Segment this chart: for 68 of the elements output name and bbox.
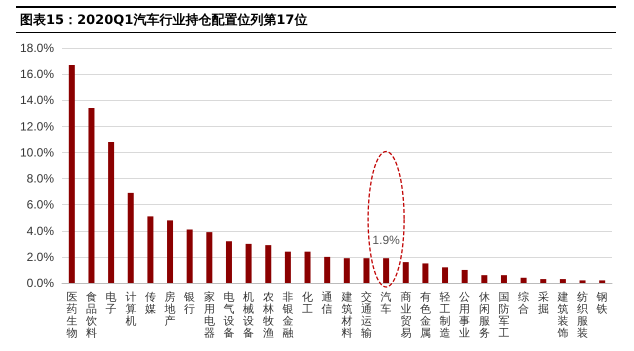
bar	[108, 142, 114, 283]
x-tick-label: 农林牧渔	[262, 290, 274, 340]
y-tick-label: 2.0%	[26, 250, 54, 264]
x-tick-label: 银行	[183, 290, 196, 316]
y-tick-label: 10.0%	[20, 145, 54, 160]
bar	[147, 216, 154, 283]
bar	[344, 258, 350, 283]
bar	[383, 258, 390, 283]
y-tick-label: 6.0%	[26, 198, 54, 212]
x-tick-label: 非银金融	[281, 290, 294, 340]
bar	[599, 280, 606, 283]
bar	[560, 279, 566, 283]
x-tick-label: 公用事业	[459, 290, 470, 340]
x-tick-label: 计算机	[125, 290, 136, 328]
x-tick-label: 休闲服务	[478, 290, 490, 340]
data-label: 1.9%	[372, 233, 400, 248]
bar	[520, 278, 527, 283]
x-tick-label: 钢铁	[596, 290, 608, 316]
bar	[462, 270, 468, 283]
x-tick-label: 机械设备	[243, 290, 254, 340]
bar	[265, 245, 272, 283]
bar	[324, 256, 330, 283]
y-tick-label: 18.0%	[20, 41, 54, 55]
x-tick-label: 纺织服装	[577, 290, 588, 340]
x-tick-label: 轻工制造	[440, 290, 451, 340]
bar	[422, 263, 428, 283]
x-tick-label: 食品饮料	[84, 290, 97, 340]
x-tick-label: 传媒	[144, 290, 156, 316]
y-tick-label: 12.0%	[20, 119, 54, 134]
bar	[500, 275, 507, 283]
bar	[304, 252, 311, 283]
x-tick-label: 建筑装饰	[556, 290, 568, 340]
bar	[442, 267, 448, 283]
bar	[167, 220, 174, 283]
chart-title: 图表15：2020Q1汽车行业持仓配置位列第17位	[16, 6, 616, 33]
y-tick-label: 0.0%	[26, 276, 54, 290]
y-tick-label: 4.0%	[26, 224, 54, 238]
x-tick-label: 医药生物	[66, 290, 78, 340]
bar	[128, 192, 134, 283]
bar	[226, 241, 232, 283]
x-tick-label: 通信	[322, 290, 333, 316]
y-tick-label: 8.0%	[26, 172, 54, 186]
bar	[363, 258, 370, 283]
x-tick-label: 有色金属	[420, 290, 431, 340]
bar	[246, 244, 252, 283]
x-tick-label: 交通运输	[360, 290, 372, 340]
x-tick-label: 家用电器	[204, 290, 215, 340]
bar	[186, 229, 193, 283]
bar	[68, 64, 75, 283]
y-tick-label: 14.0%	[20, 93, 54, 108]
bar	[88, 108, 94, 283]
x-tick-label: 建筑材料	[340, 290, 352, 340]
bar	[206, 232, 212, 283]
x-tick-label: 电子	[106, 290, 117, 316]
bar	[402, 262, 409, 283]
x-tick-label: 商业贸易	[400, 290, 412, 340]
x-tick-label: 化工	[302, 290, 314, 316]
y-tick-label: 16.0%	[20, 67, 54, 82]
x-tick-label: 采掘	[538, 290, 549, 316]
x-tick-label: 国防军工	[498, 290, 510, 340]
bar	[580, 280, 586, 283]
x-tick-label: 综合	[518, 290, 530, 316]
bar	[284, 252, 291, 283]
x-tick-label: 汽车	[380, 290, 392, 316]
bar	[481, 275, 488, 283]
x-tick-label: 电气设备	[223, 290, 234, 340]
x-tick-label: 房地产	[164, 290, 176, 328]
bar	[540, 279, 546, 283]
